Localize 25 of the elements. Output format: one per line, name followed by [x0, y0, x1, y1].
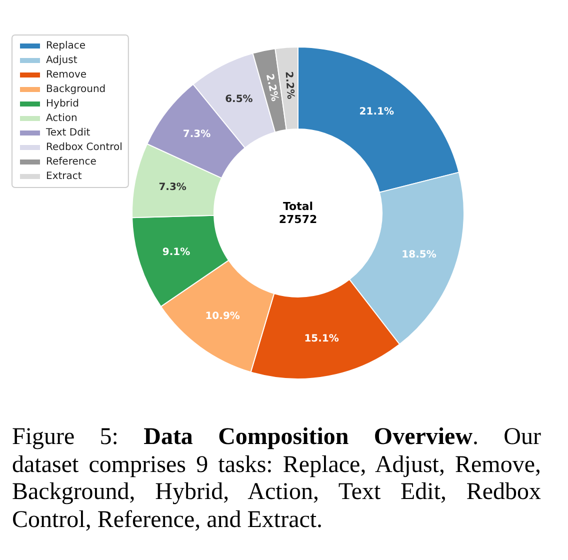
data-label: 18.5%	[402, 249, 436, 260]
data-label: 7.3%	[182, 129, 211, 140]
data-label: 15.1%	[304, 333, 339, 344]
data-label: 21.1%	[359, 106, 394, 118]
data-label: 2.2%	[263, 73, 280, 102]
legend-label: Replace	[46, 40, 86, 52]
data-label: 9.1%	[162, 246, 190, 258]
legend-label: Reference	[46, 156, 96, 168]
legend-label: Redbox Control	[46, 142, 122, 153]
legend-label: Background	[46, 84, 106, 95]
text: dataset comprises 9 tasks: Replace, Adjust, Remove, Background, Hybrid, Action, Text Edit, Redbox Control, Reference, and Extract.	[12, 452, 541, 534]
data-label: 10.9%	[205, 310, 240, 322]
data-label: 6.5%	[225, 94, 253, 105]
text: . Our	[472, 424, 541, 450]
legend-label: Extract	[46, 171, 82, 182]
legend-label: Text Ddit	[45, 128, 90, 138]
legend-label: Action	[46, 113, 78, 124]
text: Data Composition Overview	[144, 424, 473, 450]
caption: Figure 5:	[12, 424, 118, 450]
legend-label: Remove	[46, 70, 87, 80]
data-label: 7.3%	[158, 182, 186, 193]
legend-label: Hybrid	[46, 98, 80, 110]
legend-label: Adjust	[46, 55, 78, 66]
text: Total 27572	[278, 200, 318, 226]
data-label: 2.2%	[282, 71, 296, 100]
